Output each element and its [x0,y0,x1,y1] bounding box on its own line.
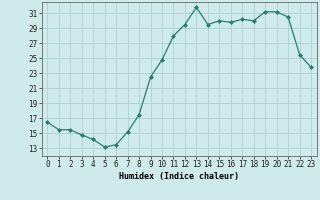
X-axis label: Humidex (Indice chaleur): Humidex (Indice chaleur) [119,172,239,181]
